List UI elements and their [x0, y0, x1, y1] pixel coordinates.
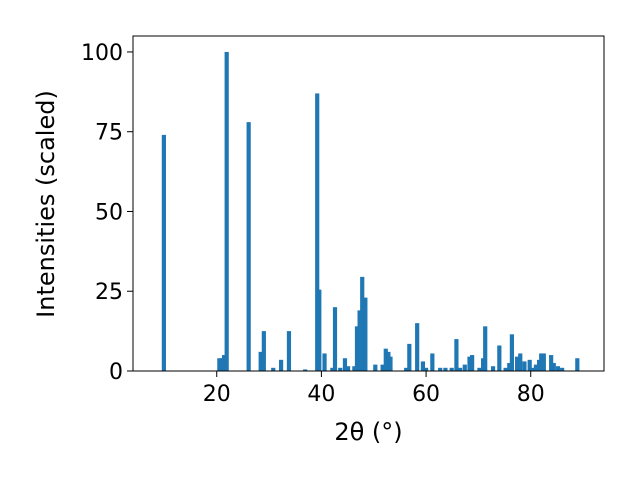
y-tick-label: 75: [95, 121, 123, 146]
bar: [303, 369, 308, 371]
bar: [224, 51, 229, 371]
y-tick-label: 0: [109, 360, 123, 385]
bar: [560, 367, 565, 371]
bar: [457, 367, 463, 371]
bar: [467, 356, 472, 371]
bar: [258, 351, 263, 371]
bar: [541, 353, 546, 371]
bar: [315, 93, 320, 372]
x-tick-label: 20: [203, 382, 231, 407]
bar: [423, 367, 429, 371]
bar: [497, 345, 502, 371]
bar: [503, 367, 508, 371]
bar: [549, 355, 554, 371]
bar: [322, 353, 327, 371]
bar: [407, 343, 412, 371]
bar: [509, 334, 514, 371]
y-tick-label: 25: [95, 280, 123, 305]
plot-frame: [132, 35, 605, 372]
bar: [354, 326, 360, 371]
bar: [317, 289, 322, 371]
bar: [363, 297, 368, 371]
bar: [261, 331, 266, 371]
bar: [555, 366, 561, 371]
bar: [438, 367, 443, 371]
bar: [575, 358, 580, 371]
y-tick-label: 50: [95, 200, 123, 225]
bar: [219, 358, 225, 371]
bar: [420, 361, 426, 371]
bar: [537, 359, 542, 371]
bar: [470, 355, 475, 371]
bar: [527, 359, 532, 371]
bar: [161, 134, 166, 371]
bar: [507, 363, 512, 371]
bar: [539, 353, 544, 371]
bar: [477, 367, 482, 371]
bar: [443, 367, 448, 371]
bar: [533, 364, 539, 371]
bar: [515, 356, 520, 371]
bar: [360, 276, 365, 371]
x-tick-label: 40: [307, 382, 335, 407]
x-tick-label: 60: [412, 382, 440, 407]
bar: [454, 339, 459, 371]
bar: [530, 367, 535, 371]
bar: [380, 364, 385, 371]
y-axis: 0 25 50 75 100: [81, 41, 133, 385]
bar: [373, 364, 378, 371]
bar: [462, 364, 467, 371]
bar: [357, 310, 362, 371]
bar: [388, 356, 393, 371]
bar: [217, 358, 222, 371]
x-tick-label: 80: [517, 382, 545, 407]
bar: [342, 358, 348, 371]
y-tick-label: 100: [81, 41, 123, 66]
bar: [346, 366, 351, 371]
bar: [271, 367, 276, 371]
bar: [330, 367, 335, 371]
bar: [352, 366, 357, 371]
bar: [279, 359, 284, 371]
bar: [286, 331, 292, 371]
bars-group: [161, 51, 580, 372]
bar: [383, 348, 388, 371]
bar: [490, 366, 496, 371]
bar: [221, 355, 227, 371]
x-axis-label: 2θ (°): [334, 418, 402, 446]
y-axis-label: Intensities (scaled): [32, 90, 60, 318]
bar: [449, 367, 454, 371]
bar: [483, 326, 488, 371]
bar: [518, 353, 523, 371]
bar: [551, 363, 556, 371]
bar: [430, 353, 435, 371]
bar: [338, 367, 343, 371]
bar: [246, 122, 251, 371]
bar: [386, 351, 391, 371]
x-axis: 20 40 60 80: [203, 371, 545, 407]
bar: [522, 361, 527, 371]
bar: [415, 323, 420, 371]
bar: [404, 367, 409, 371]
bar: [332, 307, 338, 371]
